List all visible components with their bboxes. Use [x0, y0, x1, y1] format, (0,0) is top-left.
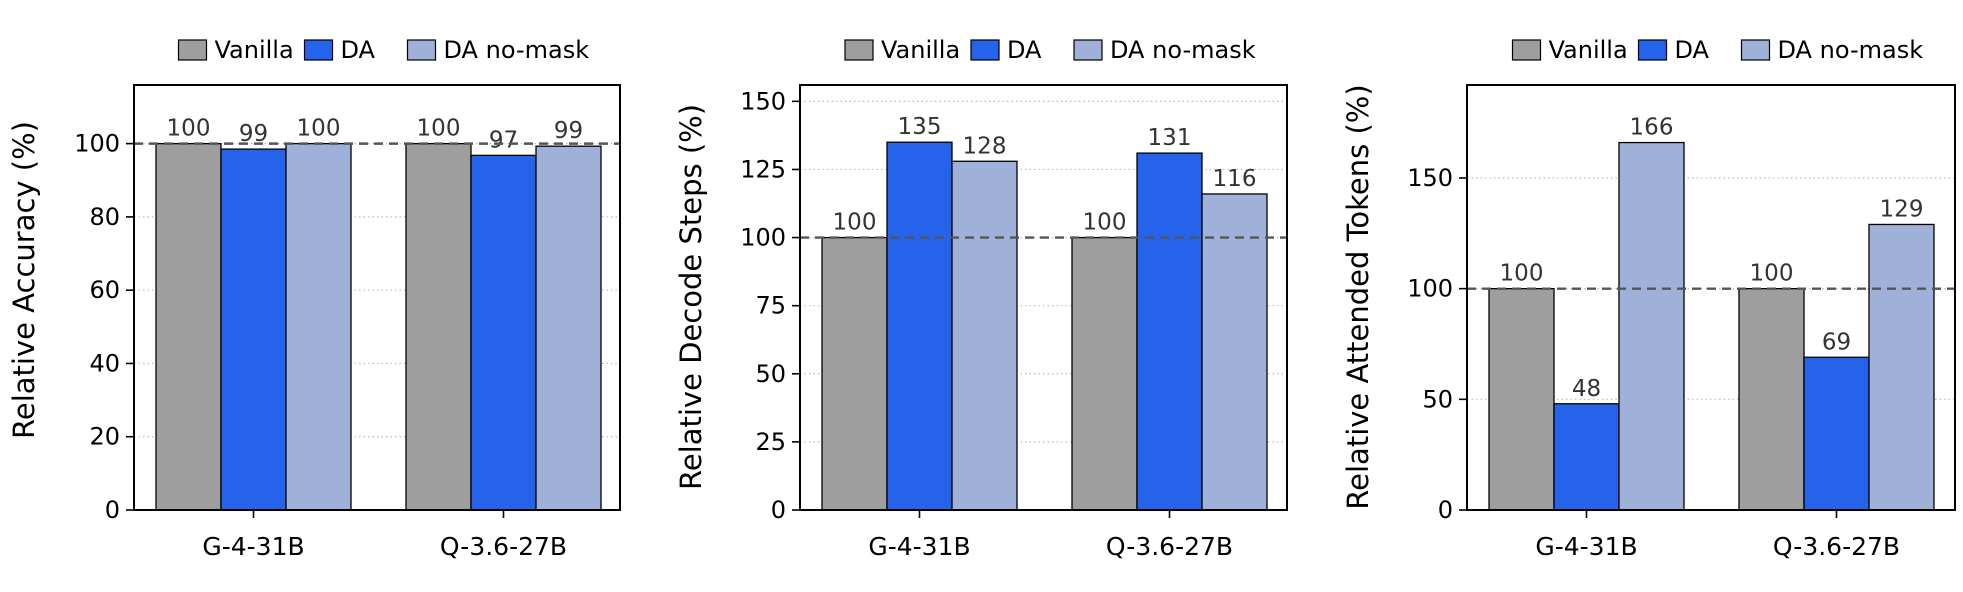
y-tick-label: 75 [755, 292, 786, 320]
y-tick-label: 25 [755, 428, 786, 456]
x-tick-label: G-4-31B [868, 532, 970, 561]
bar-value-label: 166 [1630, 115, 1674, 141]
y-tick-label: 125 [740, 155, 786, 183]
axes-frame [133, 84, 621, 511]
y-tick-label: 0 [1438, 496, 1453, 524]
bar-value-label: 100 [1500, 261, 1544, 287]
legend-label: DA [341, 36, 376, 64]
bar-value-label: 100 [1083, 210, 1127, 236]
legend-swatch-da-no-mask [406, 39, 437, 61]
bar-da-no-mask [1868, 223, 1935, 511]
legend-swatch-da-no-mask [1740, 39, 1771, 61]
y-tick-label: 100 [74, 130, 120, 158]
bar-value-label: 116 [1213, 166, 1257, 192]
legend-swatch-vanilla [177, 39, 208, 61]
chart-panel-2: 0 25 50 75 100 125 150 100 135 128 G-4-31B 100 131 11… [674, 36, 1288, 561]
y-tick-label: 80 [89, 203, 120, 231]
bar-vanilla [1488, 287, 1555, 511]
y-axis-label: Relative Attended Tokens (%) [1341, 84, 1375, 509]
x-tick-label: G-4-31B [202, 532, 304, 561]
y-tick-label: 40 [89, 349, 120, 377]
legend-swatch-vanilla [844, 39, 874, 61]
y-tick-label: 20 [89, 423, 120, 451]
legend-swatch-da-no-mask [1073, 39, 1103, 61]
bar-value-label: 69 [1822, 329, 1851, 355]
bar-vanilla [1738, 287, 1805, 511]
y-tick-label: 50 [755, 360, 786, 388]
y-tick-label: 0 [771, 496, 786, 524]
bar-value-label: 129 [1880, 196, 1924, 222]
legend-label: DA no-mask [444, 36, 590, 64]
bar-value-label: 100 [1750, 261, 1794, 287]
legend-label: DA [1675, 36, 1710, 64]
axes-frame [799, 84, 1288, 511]
legend-swatch-vanilla [1511, 39, 1542, 61]
bar-da-no-mask [1618, 141, 1685, 511]
y-tick-label: 50 [1422, 385, 1453, 413]
x-tick-label: Q-3.6-27B [440, 532, 567, 561]
bar-value-label: 100 [833, 210, 877, 236]
legend-label: Vanilla [1549, 36, 1628, 64]
legend-label: DA no-mask [1778, 36, 1924, 64]
y-tick-label: 150 [1407, 164, 1453, 192]
legend: Vanilla DA DA no-mask [844, 36, 1256, 64]
legend-swatch-da [303, 39, 334, 61]
y-tick-label: 100 [740, 224, 786, 252]
bar-da [1803, 356, 1870, 511]
bar-da [220, 148, 287, 511]
bar-da-no-mask [285, 142, 352, 511]
bar-da [1553, 403, 1620, 511]
bar-da-no-mask [951, 160, 1018, 511]
x-tick-label: Q-3.6-27B [1106, 532, 1233, 561]
bar-value-label: 99 [554, 118, 583, 144]
y-tick-label: 0 [105, 496, 120, 524]
legend: Vanilla DA DA no-mask [1511, 36, 1924, 64]
y-axis-label: Relative Decode Steps (%) [674, 104, 708, 490]
bar-vanilla [405, 142, 472, 511]
bar-vanilla [821, 236, 888, 511]
chart-panel-3: 0 50 100 150 100 48 166 G-4-31B 100 69 129 Q-3.6-27… [1341, 36, 1956, 561]
legend-label: DA no-mask [1110, 36, 1256, 64]
legend-label: DA [1007, 36, 1042, 64]
bar-value-label: 48 [1572, 376, 1601, 402]
bar-da [1136, 152, 1203, 511]
y-tick-label: 100 [1407, 275, 1453, 303]
bar-value-label: 100 [297, 116, 341, 142]
x-tick-label: G-4-31B [1535, 532, 1637, 561]
y-tick-label: 150 [740, 87, 786, 115]
bar-da-no-mask [1201, 193, 1268, 511]
bar-value-label: 128 [963, 133, 1007, 159]
bar-value-label: 100 [167, 116, 211, 142]
bar-value-label: 100 [417, 116, 461, 142]
bar-value-label: 135 [898, 114, 942, 140]
legend: Vanilla DA DA no-mask [177, 36, 590, 64]
y-tick-label: 60 [89, 276, 120, 304]
legend-swatch-da [1637, 39, 1668, 61]
bar-da [886, 141, 953, 511]
bar-value-label: 97 [489, 127, 518, 153]
y-axis-label: Relative Accuracy (%) [7, 121, 41, 439]
bar-value-label: 131 [1148, 125, 1192, 151]
bar-vanilla [1071, 236, 1138, 511]
legend-swatch-da [970, 39, 1000, 61]
axes-frame [1466, 84, 1956, 511]
bar-da [470, 154, 537, 511]
x-tick-label: Q-3.6-27B [1773, 532, 1900, 561]
bar-vanilla [155, 142, 222, 511]
legend-label: Vanilla [881, 36, 960, 64]
bar-da-no-mask [535, 145, 602, 511]
legend-label: Vanilla [215, 36, 294, 64]
